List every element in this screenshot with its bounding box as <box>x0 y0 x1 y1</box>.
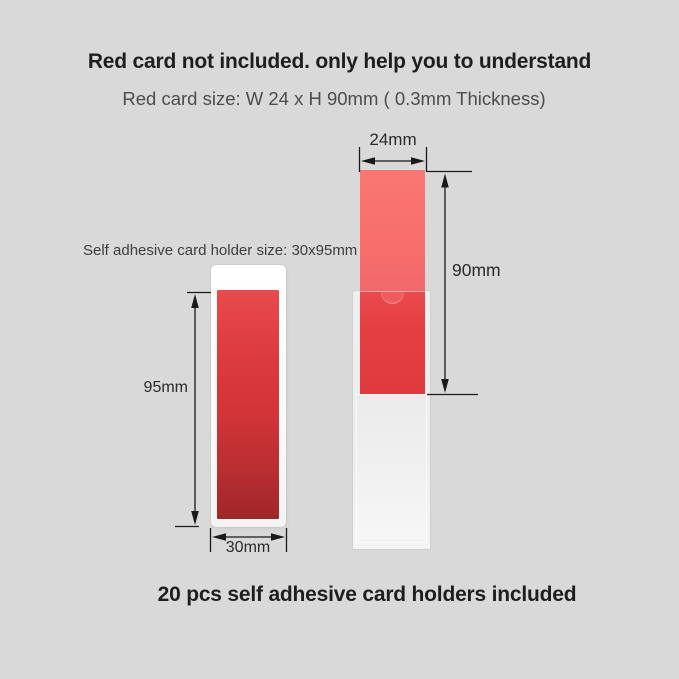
dim-95mm-arrowheads <box>191 294 199 525</box>
red-card-exposed-part <box>360 170 425 291</box>
dim-95mm-arrow <box>175 291 211 528</box>
dim-30mm-label: 30mm <box>225 539 271 556</box>
left-holder-caption: Self adhesive card holder size: 30x95mm <box>83 242 358 259</box>
dim-90mm-arrow <box>427 186 478 396</box>
title-text: Red card not included. only help you to … <box>87 50 592 73</box>
dim-30mm-arrow <box>209 528 288 552</box>
red-card-covered-part <box>360 291 425 395</box>
dim-30mm-arrowheads <box>212 533 285 541</box>
card-holder-front-panel <box>356 394 427 543</box>
subtitle-text: Red card size: W 24 x H 90mm ( 0.3mm Thi… <box>122 88 546 109</box>
card-holder-inserted <box>211 265 286 527</box>
dim-24mm-arrowheads <box>361 157 425 165</box>
red-card-inserted <box>217 290 279 519</box>
dim-90mm-arrowheads <box>441 173 449 393</box>
footer-note: 20 pcs self adhesive card holders includ… <box>157 583 577 606</box>
dim-24mm-arrow <box>358 147 472 173</box>
dim-24mm-label: 24mm <box>369 130 417 149</box>
dim-90mm-label: 90mm <box>452 260 501 280</box>
dim-95mm-label: 95mm <box>143 379 188 396</box>
thumb-notch-cutout <box>381 292 404 304</box>
